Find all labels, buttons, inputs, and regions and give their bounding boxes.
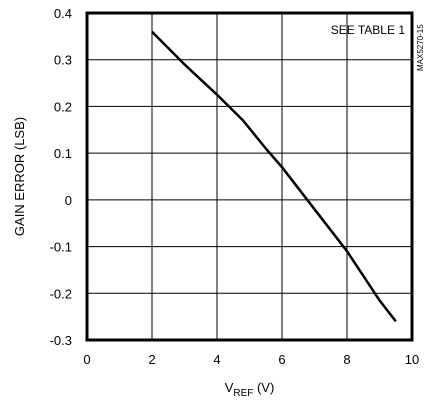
plot-frame (85, 11, 414, 342)
annotation-label: SEE TABLE 1 (331, 23, 406, 37)
x-tick-label: 10 (405, 352, 419, 367)
y-axis-title: GAIN ERROR (LSB) (12, 117, 27, 236)
y-tick-label: -0.3 (50, 333, 72, 348)
x-tick-label: 6 (278, 352, 285, 367)
x-axis-title: VREF (V) (225, 380, 275, 399)
y-tick-label: -0.1 (50, 240, 72, 255)
x-tick-labels: 0 2 4 6 8 10 (83, 352, 419, 367)
x-tick-label: 4 (213, 352, 220, 367)
x-tick-label: 0 (83, 352, 90, 367)
x-axis-title-main: V (225, 380, 234, 395)
grid (86, 12, 413, 341)
part-number-label: MAX5270-15 (416, 24, 425, 71)
x-tick-label: 2 (148, 352, 155, 367)
y-tick-label: 0.4 (54, 6, 72, 21)
y-tick-labels: 0.4 0.3 0.2 0.1 0 -0.1 -0.2 -0.3 (50, 6, 72, 348)
y-tick-label: -0.2 (50, 286, 72, 301)
y-tick-label: 0.3 (54, 53, 72, 68)
x-axis-title-sub: REF (233, 388, 253, 399)
x-tick-label: 8 (343, 352, 350, 367)
y-tick-label: 0.2 (54, 99, 72, 114)
y-tick-label: 0 (65, 193, 72, 208)
x-axis-title-unit: (V) (253, 380, 274, 395)
series-line (151, 30, 397, 323)
y-tick-label: 0.1 (54, 146, 72, 161)
